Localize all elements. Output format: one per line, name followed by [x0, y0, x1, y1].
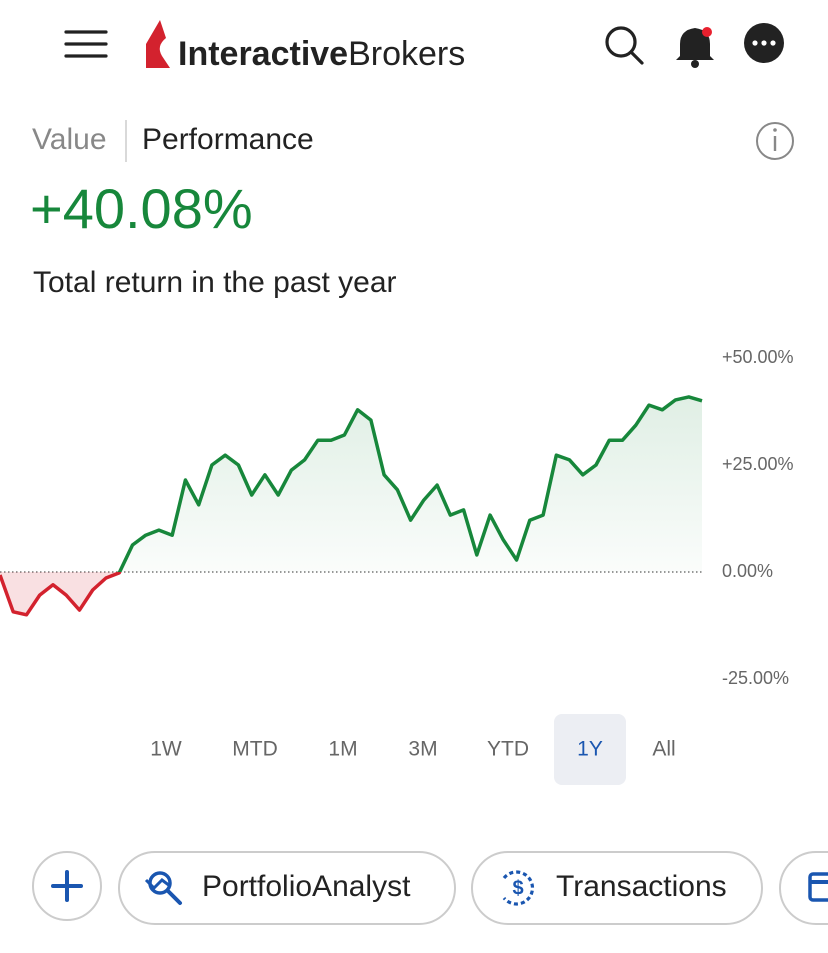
info-button[interactable] — [756, 122, 794, 160]
area — [0, 396, 702, 615]
button-label: Transactions — [556, 870, 727, 903]
range-option[interactable]: 1W — [150, 738, 182, 761]
button-label: PortfolioAnalyst — [202, 870, 411, 903]
selected-range-bg — [554, 714, 626, 785]
calendar-button[interactable] — [779, 851, 828, 925]
range-option[interactable]: 3M — [408, 738, 437, 761]
brand: InteractiveBrokers — [178, 35, 465, 73]
range-option[interactable]: 1Y — [577, 738, 603, 761]
range-option[interactable]: All — [652, 738, 675, 761]
line — [0, 395, 703, 617]
y-tick-label: 0.00% — [722, 561, 773, 581]
y-tick-label: +25.00% — [722, 454, 794, 474]
y-tick-label: +50.00% — [722, 347, 794, 367]
range-option[interactable]: 1M — [328, 738, 357, 761]
notifications-button[interactable] — [676, 27, 714, 68]
more-button[interactable] — [744, 23, 784, 63]
headline: +40.08% — [30, 177, 253, 240]
logo-mark — [146, 20, 170, 68]
y-tick-label: -25.00% — [722, 668, 789, 688]
menu-button[interactable] — [64, 30, 108, 58]
range-option[interactable]: YTD — [487, 738, 529, 761]
tab[interactable]: Value — [32, 123, 107, 156]
portfolio-analyst-button[interactable]: PortfolioAnalyst — [118, 851, 456, 925]
add-button[interactable] — [32, 851, 102, 921]
transactions-button[interactable]: $ Transactions — [471, 851, 763, 925]
search-button[interactable] — [605, 26, 644, 65]
tab[interactable]: Performance — [142, 123, 314, 156]
range-option[interactable]: MTD — [232, 738, 278, 761]
range-selector: 1W MTD 1M 3M YTD 1Y All — [150, 714, 676, 785]
chart: +50.00% +25.00% 0.00% -25.00% — [0, 347, 794, 688]
svg-text:$: $ — [512, 877, 523, 899]
subtitle: Total return in the past year — [33, 266, 397, 299]
